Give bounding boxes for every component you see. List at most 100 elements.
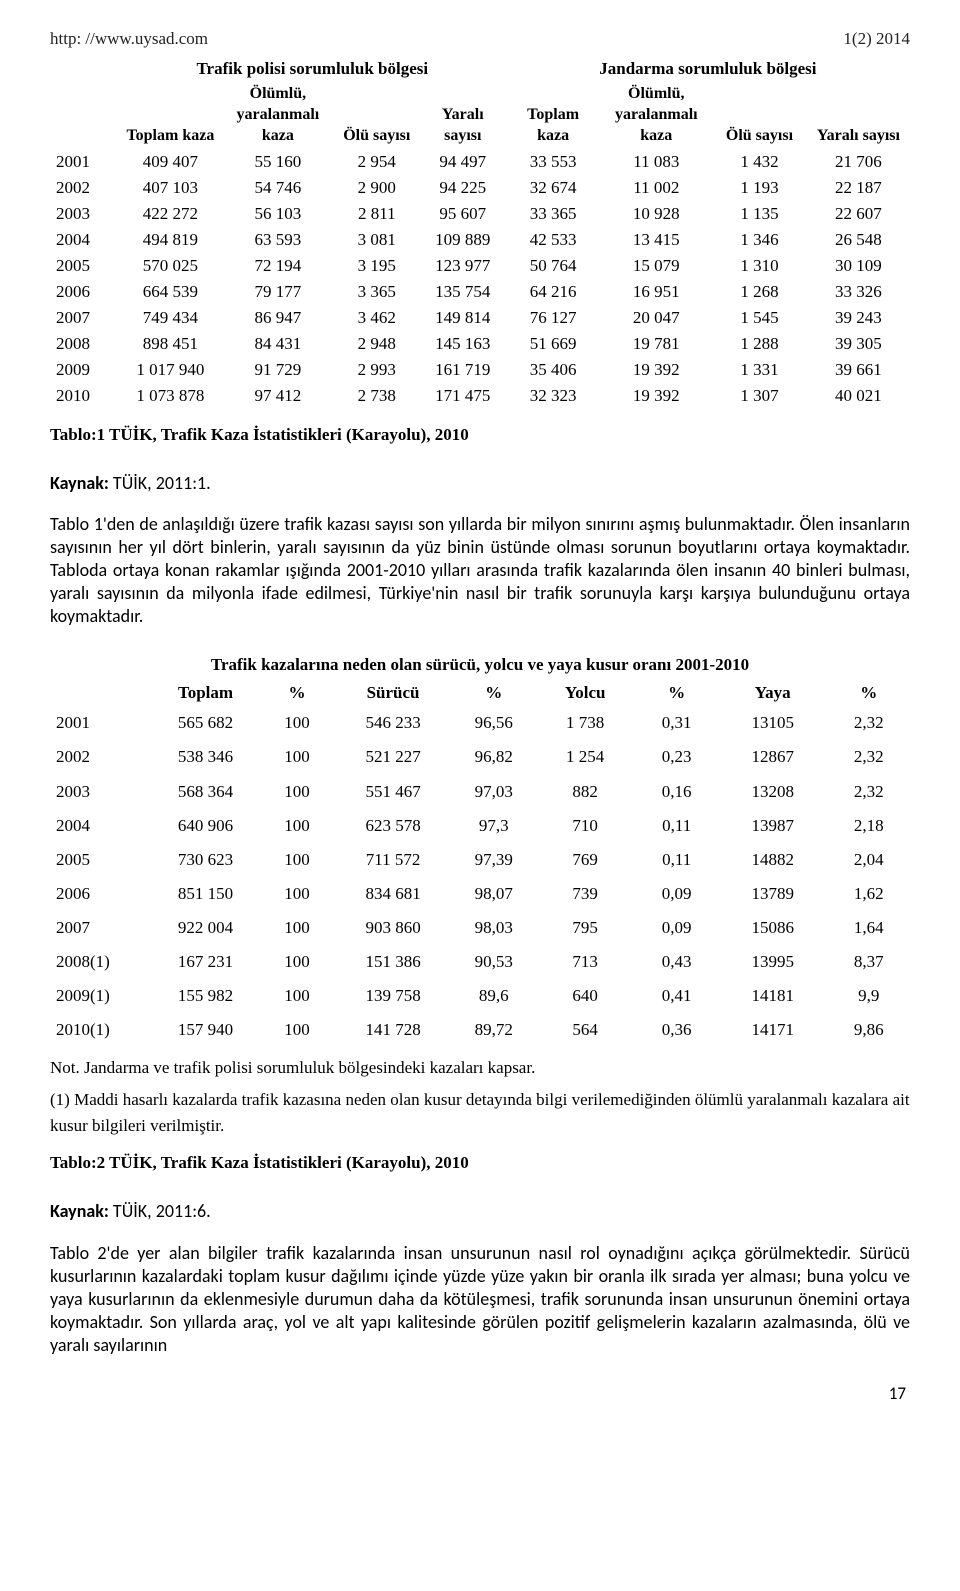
table-2: Toplam % Sürücü % Yolcu % Yaya % 2001565… [50,680,910,1047]
cell: 11 002 [600,175,712,201]
cell: 109 889 [420,227,506,253]
cell: 145 163 [420,331,506,357]
cell: 1 288 [712,331,807,357]
cell: 100 [260,979,333,1013]
table-row: 2006851 150100834 68198,077390,09137891,… [50,877,910,911]
table-row: 2005570 02572 1943 195123 97750 76415 07… [50,253,910,279]
cell: 2006 [50,279,119,305]
cell: 21 706 [807,149,910,175]
cell: 623 578 [334,809,453,843]
cell: 33 326 [807,279,910,305]
cell: 79 177 [222,279,334,305]
cell: 96,56 [453,706,535,740]
cell: 640 [535,979,636,1013]
cell: 11 083 [600,149,712,175]
table-row: 2008898 45184 4312 948145 16351 66919 78… [50,331,910,357]
source-2: Kaynak: TÜİK, 2011:6. [50,1200,910,1223]
table-row: 2002538 346100521 22796,821 2540,2312867… [50,740,910,774]
cell: 2003 [50,201,119,227]
cell: 91 729 [222,357,334,383]
cell: 100 [260,775,333,809]
cell: 35 406 [506,357,601,383]
cell: 1 073 878 [119,383,222,409]
cell: 1 268 [712,279,807,305]
table-row: 2007749 43486 9473 462149 81476 12720 04… [50,305,910,331]
table-row: 2003422 27256 1032 81195 60733 36510 928… [50,201,910,227]
cell: 51 669 [506,331,601,357]
header-right: 1(2) 2014 [843,28,910,50]
cell: 97 412 [222,383,334,409]
cell: 56 103 [222,201,334,227]
cell: 12867 [718,740,828,774]
table-row: 2004494 81963 5933 081109 88942 53313 41… [50,227,910,253]
cell: 730 623 [151,843,261,877]
cell: 1 254 [535,740,636,774]
cell: 0,23 [635,740,717,774]
cell: 2,32 [828,706,910,740]
cell: 32 674 [506,175,601,201]
cell: 161 719 [420,357,506,383]
cell: 851 150 [151,877,261,911]
cell: 2005 [50,253,119,279]
cell: 2009(1) [50,979,151,1013]
cell: 2007 [50,911,151,945]
cell: 640 906 [151,809,261,843]
cell: 9,86 [828,1013,910,1047]
cell: 89,6 [453,979,535,1013]
page-header: http: //www.uysad.com 1(2) 2014 [50,28,910,50]
cell: 157 940 [151,1013,261,1047]
cell: 100 [260,843,333,877]
cell: 39 243 [807,305,910,331]
cell: 795 [535,911,636,945]
cell: 98,07 [453,877,535,911]
cell: 0,09 [635,911,717,945]
cell: 54 746 [222,175,334,201]
cell: 2 738 [334,383,420,409]
cell: 494 819 [119,227,222,253]
table2-title: Trafik kazalarına neden olan sürücü, yol… [50,654,910,676]
cell: 100 [260,706,333,740]
cell: 13789 [718,877,828,911]
cell: 89,72 [453,1013,535,1047]
cell: 0,16 [635,775,717,809]
cell: 2,32 [828,740,910,774]
cell: 63 593 [222,227,334,253]
cell: 14882 [718,843,828,877]
cell: 39 661 [807,357,910,383]
cell: 2 948 [334,331,420,357]
cell: 2009 [50,357,119,383]
cell: 149 814 [420,305,506,331]
source-1-text: TÜİK, 2011:1. [109,472,211,494]
cell: 521 227 [334,740,453,774]
cell: 422 272 [119,201,222,227]
cell: 409 407 [119,149,222,175]
cell: 922 004 [151,911,261,945]
cell: 2 954 [334,149,420,175]
table-row: 2004640 906100623 57897,37100,11139872,1… [50,809,910,843]
cell: 97,3 [453,809,535,843]
cell: 94 497 [420,149,506,175]
cell: 568 364 [151,775,261,809]
cell: 13105 [718,706,828,740]
cell: 903 860 [334,911,453,945]
cell: 14171 [718,1013,828,1047]
table-row: 2010(1)157 940100141 72889,725640,361417… [50,1013,910,1047]
paragraph-1: Tablo 1'den de anlaşıldığı üzere trafik … [50,513,910,628]
cell: 64 216 [506,279,601,305]
cell: 2008(1) [50,945,151,979]
cell: 710 [535,809,636,843]
cell: 141 728 [334,1013,453,1047]
cell: 2,32 [828,775,910,809]
page-number: 17 [50,1383,910,1405]
cell: 97,39 [453,843,535,877]
cell: 2010 [50,383,119,409]
cell: 2003 [50,775,151,809]
cell: 39 305 [807,331,910,357]
cell: 8,37 [828,945,910,979]
cell: 2005 [50,843,151,877]
cell: 2002 [50,175,119,201]
cell: 1 193 [712,175,807,201]
cell: 2002 [50,740,151,774]
paragraph-2: Tablo 2'de yer alan bilgiler trafik kaza… [50,1242,910,1357]
cell: 100 [260,877,333,911]
